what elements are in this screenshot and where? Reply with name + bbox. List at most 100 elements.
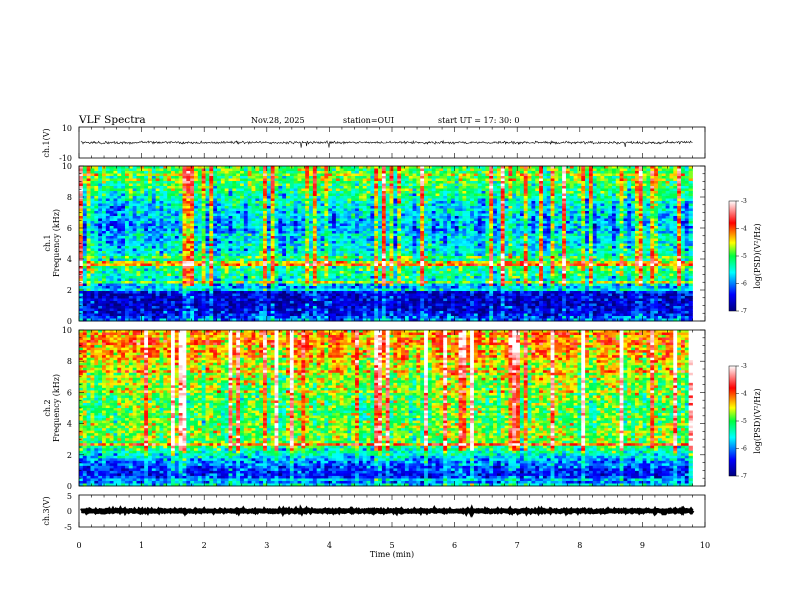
spectrogram-cell [174,313,180,317]
spectrogram-cell [301,248,306,252]
spectrogram-cell [209,283,214,287]
spectrogram-cell [278,203,283,207]
spectrogram-cell [274,206,279,209]
spectrogram-cell [343,223,348,227]
spectrogram-cell [255,306,260,309]
spectrogram-cell [381,276,387,279]
spectrogram-cell [293,241,298,244]
spectrogram-cell [282,231,287,234]
spectrogram-cell [109,186,114,189]
spectrogram-cell [224,226,229,229]
spectrogram-cell [251,316,256,319]
spectrogram-cell [167,318,172,322]
spectrogram-cell [370,278,375,282]
spectrogram-cell [94,191,99,194]
spectrogram-cell [366,221,371,224]
spectrogram-cell [282,271,287,274]
spectrogram-cell [351,263,356,267]
spectrogram-cell [178,311,183,314]
spectrogram-cell [201,246,206,249]
spectrogram-cell [309,308,314,312]
spectrogram-cell [374,176,379,179]
spectrogram-cell [362,291,367,294]
spectrogram-cell [125,238,130,242]
spectrogram-cell [263,266,268,269]
spectrogram-cell [167,251,172,254]
spectrogram-cell [370,248,375,252]
spectrogram-cell [140,296,145,299]
spectrogram-cell [79,231,84,234]
spectrogram-cell [286,288,291,292]
spectrogram-cell [113,183,118,187]
spectrogram-cell [309,168,314,172]
spectrogram-cell [316,253,321,257]
spectrogram-cell [121,183,126,187]
spectrogram-cell [355,316,360,319]
spectrogram-cell [140,288,145,292]
spectrogram-cell [309,318,314,322]
spectrogram-cell [174,216,180,219]
spectrogram-cell [167,183,172,187]
spectrogram-cell [125,256,130,259]
spectrogram-cell [362,193,367,197]
spectrogram-cell [163,188,168,192]
spectrogram-cell [113,171,118,174]
spectrogram-cell [286,291,291,294]
spectrogram-cell [240,223,245,227]
spectrogram-cell [209,261,214,264]
spectrogram-cell [79,206,84,209]
spectrogram-cell [347,231,352,234]
spectrogram-cell [171,301,176,304]
spectrogram-cell [270,263,275,267]
spectrogram-cell [251,268,256,272]
spectrogram-cell [255,303,260,307]
spectrogram-cell [209,201,214,204]
spectrogram-cell [190,291,195,294]
spectrogram-cell [332,193,337,197]
spectrogram-cell [293,273,298,277]
spectrogram-cell [381,301,387,304]
spectrogram-cell [151,303,157,307]
spectrogram-cell [274,318,279,322]
spectrogram-cell [378,193,383,197]
spectrogram-cell [335,196,341,199]
spectrogram-cell [155,218,160,222]
spectrogram-cell [316,286,321,289]
spectrogram-cell [366,306,371,309]
spectrogram-cell [201,213,206,217]
spectrogram-cell [355,173,360,177]
spectrogram-cell [259,181,264,184]
spectrogram-cell [144,278,149,282]
spectrogram-cell [151,216,157,219]
spectrogram-cell [132,218,137,222]
spectrogram-cell [378,313,383,317]
spectrogram-cell [381,223,387,227]
spectrogram-cell [251,223,256,227]
spectrogram-cell [282,191,287,194]
spectrogram-cell [243,248,249,252]
spectrogram-cell [305,283,310,287]
spectrogram-cell [82,221,88,224]
spectrogram-cell [335,303,341,307]
spectrogram-cell [243,266,249,269]
spectrogram-cell [102,211,107,214]
spectrogram-cell [102,253,107,257]
spectrogram-cell [370,293,375,297]
spectrogram-cell [355,283,360,287]
spectrogram-cell [243,263,249,267]
spectrogram-cell [289,276,295,279]
spectrogram-cell [351,278,356,282]
spectrogram-cell [94,238,99,242]
spectrogram-cell [366,263,371,267]
spectrogram-cell [263,241,268,244]
spectrogram-cell [240,218,245,222]
spectrogram-cell [282,166,287,169]
spectrogram-cell [286,206,291,209]
spectrogram-cell [163,223,168,227]
spectrogram-cell [113,258,118,262]
spectrogram-cell [217,176,222,179]
spectrogram-cell [163,216,168,219]
spectrogram-cell [343,193,348,197]
spectrogram-cell [217,168,222,172]
spectrogram-cell [151,248,157,252]
